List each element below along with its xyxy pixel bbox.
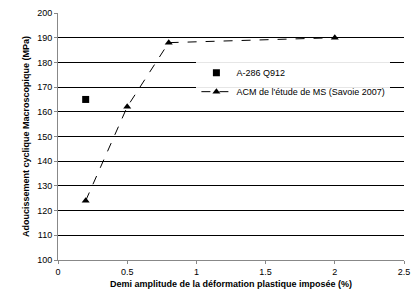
svg-text:190: 190 (37, 33, 52, 43)
svg-text:200: 200 (37, 8, 52, 18)
svg-text:Demi amplitude de la déformati: Demi amplitude de la déformation plastiq… (110, 279, 352, 289)
svg-text:160: 160 (37, 107, 52, 117)
svg-text:0: 0 (55, 267, 60, 277)
svg-text:140: 140 (37, 156, 52, 166)
svg-text:1.5: 1.5 (259, 267, 272, 277)
svg-text:170: 170 (37, 82, 52, 92)
svg-text:0.5: 0.5 (121, 267, 134, 277)
svg-text:180: 180 (37, 58, 52, 68)
svg-text:150: 150 (37, 132, 52, 142)
svg-text:110: 110 (38, 230, 52, 240)
svg-text:130: 130 (37, 181, 52, 191)
svg-text:1: 1 (194, 267, 199, 277)
svg-text:2: 2 (332, 267, 337, 277)
svg-text:Adoucissement cyclique Macrosc: Adoucissement cyclique Macroscopique (MP… (21, 36, 31, 237)
svg-text:ACM de l'étude de MS (Savoie 2: ACM de l'étude de MS (Savoie 2007) (236, 87, 384, 97)
svg-text:A-286 Q912: A-286 Q912 (236, 68, 285, 78)
svg-text:120: 120 (37, 206, 52, 216)
svg-text:100: 100 (37, 255, 52, 265)
svg-text:2.5: 2.5 (398, 267, 411, 277)
